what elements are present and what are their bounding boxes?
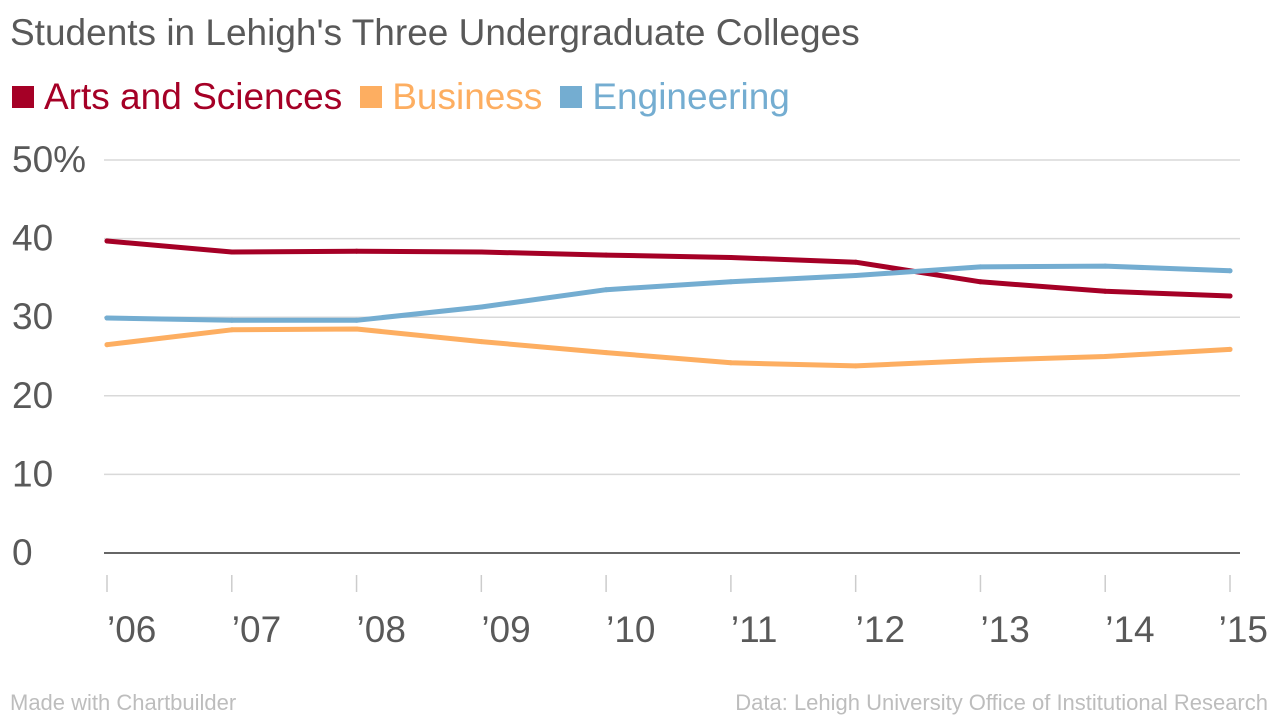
x-tick-label-6: ’12 <box>856 609 905 650</box>
data-point-arts-and-sciences-1 <box>229 249 235 255</box>
series-lines <box>104 238 1233 369</box>
x-axis-ticks: ’06 ’07 ’08 ’09 ’10 ’11 ’12 ’13 ’14 ’15 <box>106 575 1268 650</box>
y-tick-label-20: 20 <box>12 375 53 416</box>
data-point-business-8 <box>1102 354 1108 359</box>
data-point-engineering-5 <box>728 279 734 285</box>
data-point-arts-and-sciences-3 <box>478 249 484 255</box>
data-point-business-0 <box>104 342 110 348</box>
y-tick-label-10: 10 <box>12 453 53 494</box>
x-tick-label-3: ’09 <box>481 609 530 650</box>
data-point-arts-and-sciences-4 <box>603 252 609 258</box>
data-point-arts-and-sciences-8 <box>1102 288 1108 294</box>
data-point-arts-and-sciences-5 <box>728 255 734 260</box>
data-point-arts-and-sciences-6 <box>853 259 859 265</box>
footer-credit: Made with Chartbuilder <box>10 690 237 715</box>
y-tick-label-30: 30 <box>12 296 53 337</box>
data-point-engineering-7 <box>977 264 983 270</box>
data-point-business-7 <box>977 357 983 363</box>
legend-item-business: Business <box>360 76 542 118</box>
data-point-business-1 <box>229 327 235 333</box>
data-point-engineering-3 <box>478 304 484 310</box>
x-tick-label-8: ’14 <box>1105 609 1154 650</box>
legend-item-arts-and-sciences: Arts and Sciences <box>12 76 342 118</box>
y-tick-label-0: 0 <box>12 532 33 573</box>
data-point-engineering-8 <box>1102 263 1108 269</box>
data-point-arts-and-sciences-9 <box>1227 293 1233 299</box>
data-point-arts-and-sciences-7 <box>977 279 983 285</box>
chart-legend: Arts and Sciences Business Engineering <box>12 74 808 120</box>
x-tick-label-9: ’15 <box>1219 609 1268 650</box>
series-line-engineering <box>104 263 1233 323</box>
legend-swatch-business <box>360 86 383 108</box>
data-point-engineering-0 <box>104 315 110 321</box>
footer-source: Data: Lehigh University Office of Instit… <box>735 690 1268 715</box>
gridlines <box>104 159 1240 554</box>
legend-label-business: Business <box>392 76 543 117</box>
x-tick-label-1: ’07 <box>232 609 281 650</box>
data-point-business-5 <box>728 360 734 366</box>
x-tick-label-7: ’13 <box>980 609 1029 650</box>
legend-label-engineering: Engineering <box>592 76 790 117</box>
series-line-arts-and-sciences <box>104 238 1233 299</box>
x-tick-label-4: ’10 <box>606 609 655 650</box>
data-point-engineering-1 <box>229 317 235 323</box>
data-point-business-4 <box>603 350 609 356</box>
data-point-arts-and-sciences-0 <box>104 238 110 244</box>
x-tick-label-5: ’11 <box>731 609 778 650</box>
data-point-arts-and-sciences-2 <box>354 248 360 254</box>
data-point-engineering-6 <box>853 273 859 278</box>
y-axis-ticks: 0 10 20 30 40 50% <box>12 139 86 573</box>
data-point-business-3 <box>478 339 484 345</box>
series-line-business <box>104 326 1233 369</box>
y-tick-label-40: 40 <box>12 218 53 259</box>
data-point-business-6 <box>853 363 859 369</box>
data-point-engineering-9 <box>1227 268 1233 274</box>
chart-title: Students in Lehigh's Three Undergraduate… <box>10 12 860 53</box>
legend-item-engineering: Engineering <box>560 76 790 118</box>
data-point-engineering-2 <box>354 317 360 323</box>
x-tick-label-0: ’06 <box>107 609 156 650</box>
x-tick-label-2: ’08 <box>357 609 406 650</box>
data-point-business-9 <box>1227 346 1233 352</box>
data-point-business-2 <box>354 326 360 332</box>
legend-swatch-engineering <box>560 86 583 108</box>
legend-label-arts-and-sciences: Arts and Sciences <box>44 76 343 117</box>
line-chart: 0 10 20 30 40 50% ’06 ’07 ’08 ’09 ’10 ’11 ’12 ’13 ’14… <box>12 139 1268 650</box>
data-point-engineering-4 <box>603 287 609 293</box>
legend-swatch-arts-and-sciences <box>12 86 34 108</box>
y-tick-label-50: 50% <box>12 139 86 180</box>
